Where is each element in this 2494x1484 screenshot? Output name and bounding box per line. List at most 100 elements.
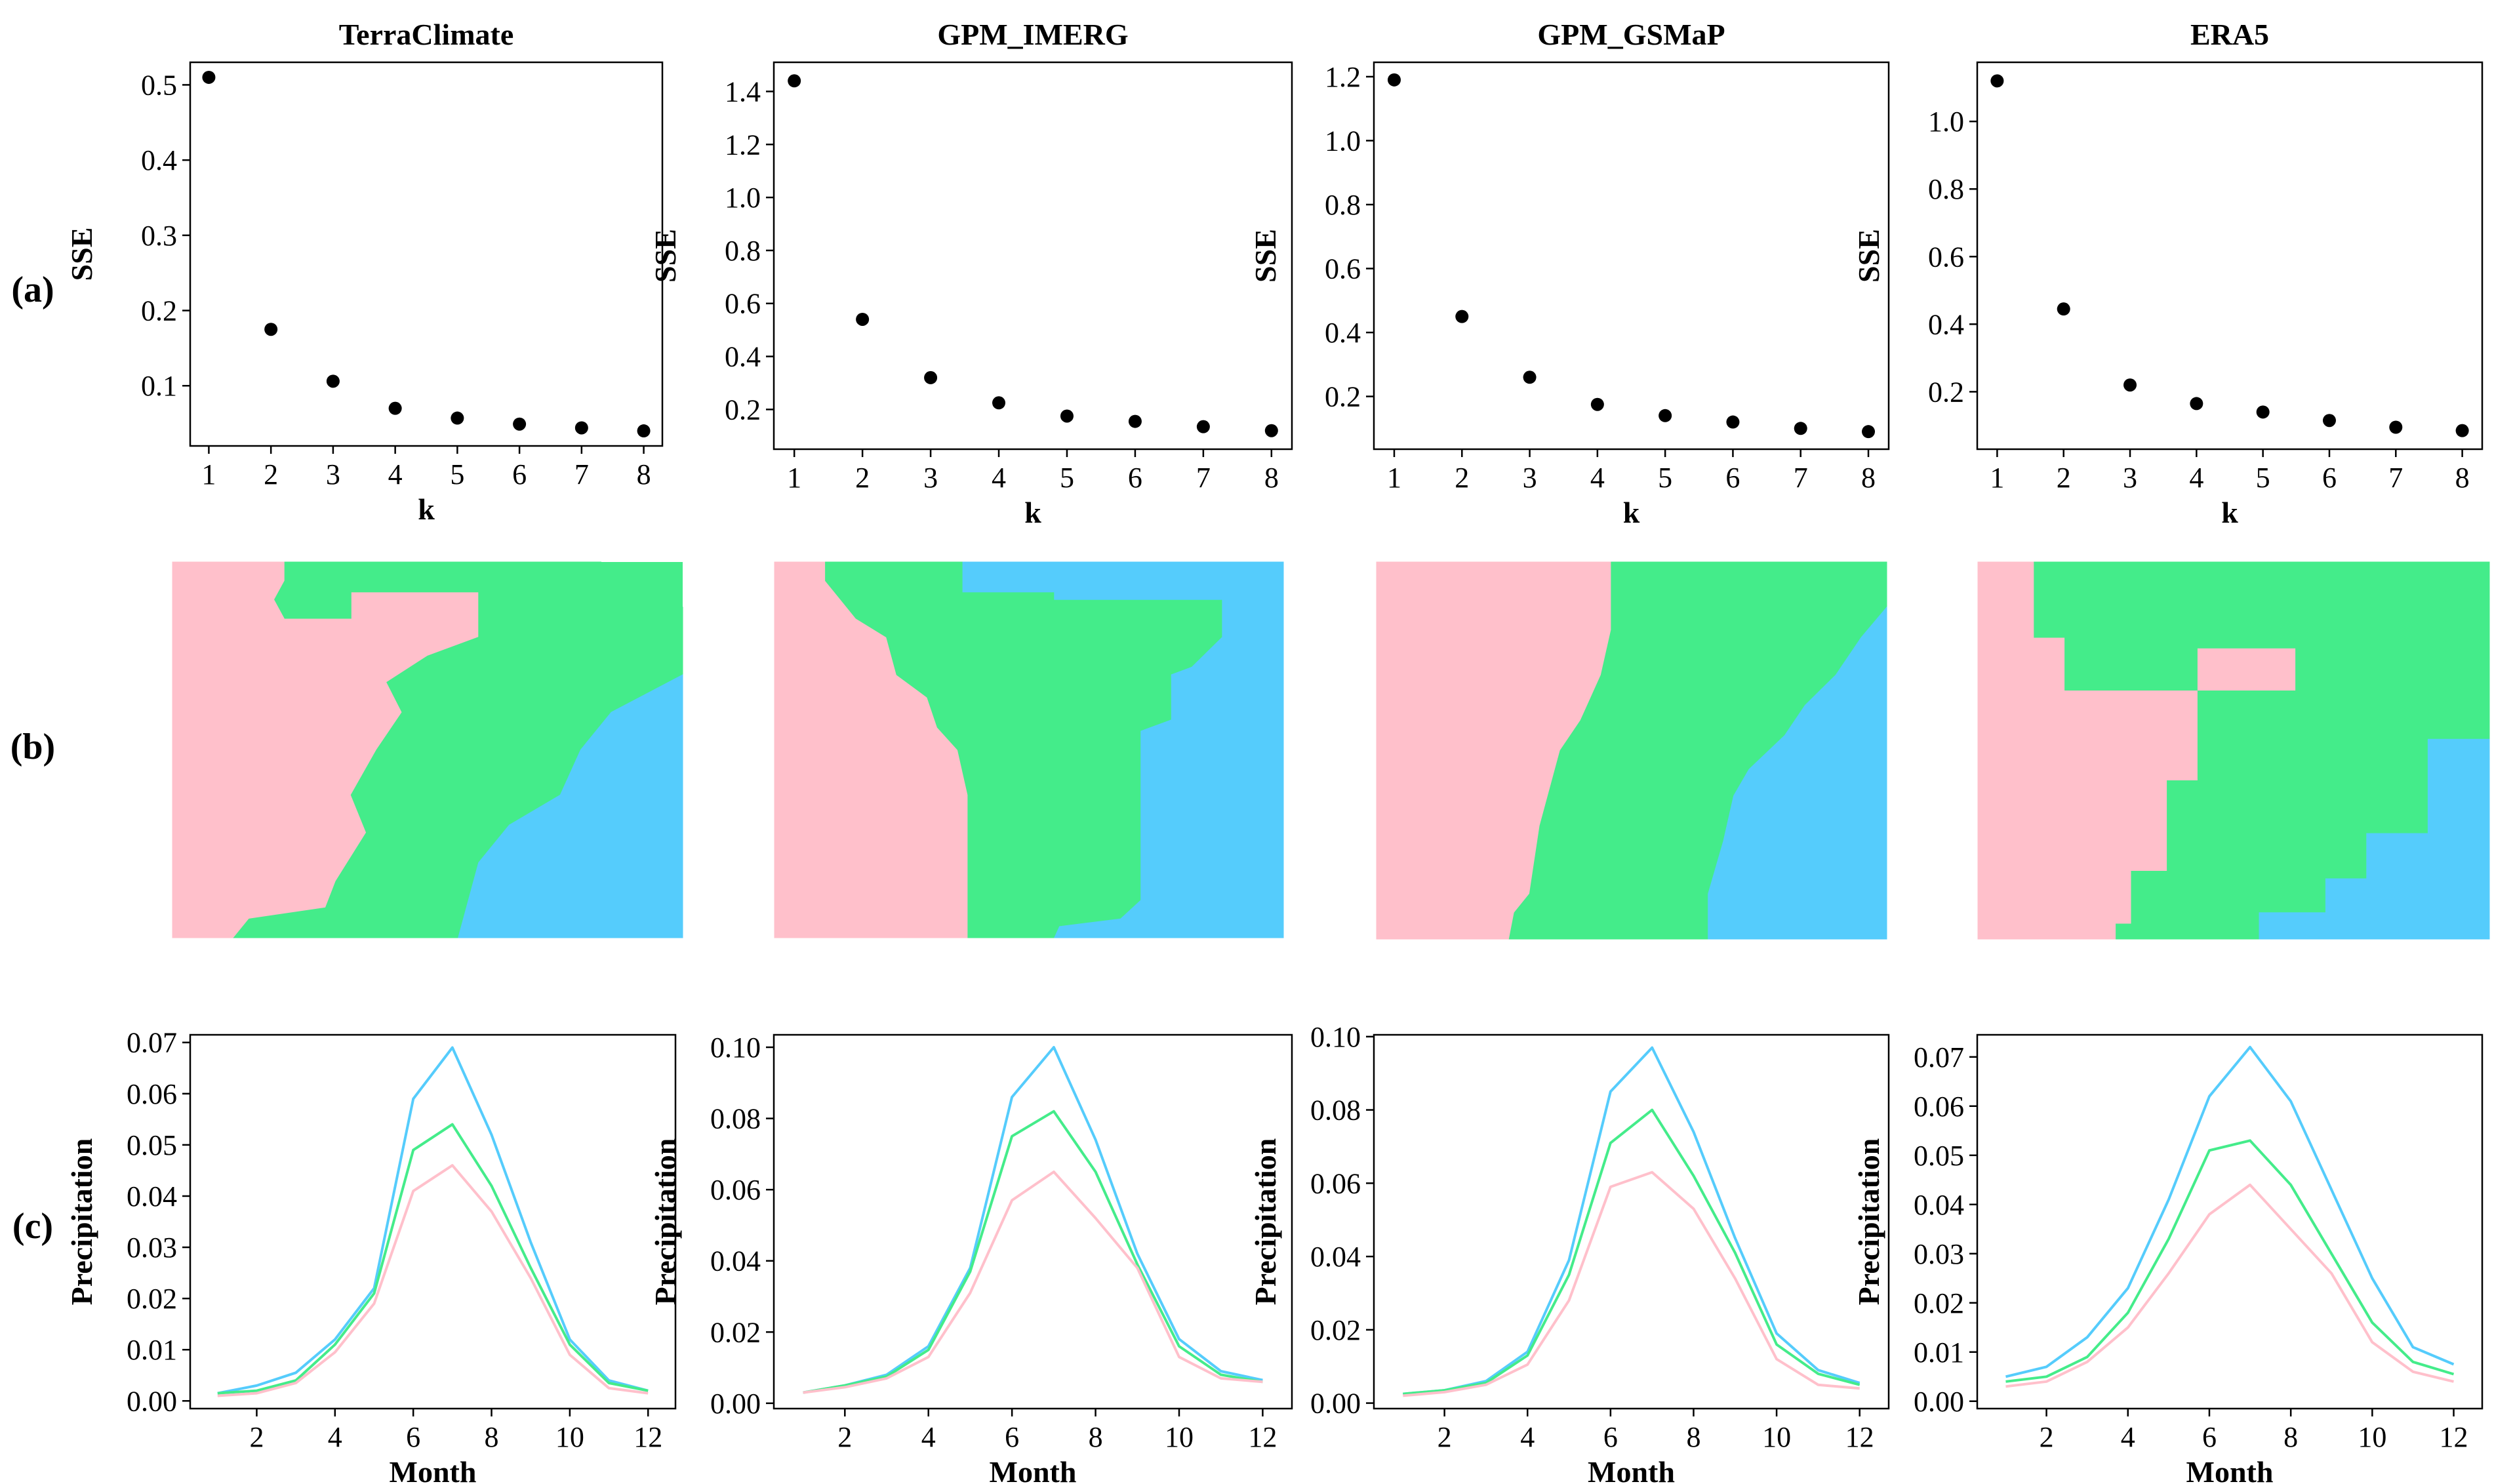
- sse-point: [924, 371, 938, 384]
- x-tick-label: 8: [637, 458, 651, 491]
- x-tick-label: 4: [2121, 1421, 2135, 1453]
- x-tick-label: 4: [992, 462, 1006, 494]
- y-tick-label: 0.07: [1914, 1041, 1964, 1073]
- y-tick-label: 0.2: [1928, 376, 1964, 408]
- y-tick-label: 0.04: [127, 1180, 177, 1213]
- panel-title: GPM_GSMaP: [1537, 18, 1725, 51]
- y-tick-label: 0.00: [1310, 1388, 1361, 1420]
- x-ticks: 2 4 6 8 10 12: [2040, 1409, 2468, 1453]
- y-tick-label: 0.10: [1310, 1021, 1361, 1053]
- x-ticks: 1 2 3 4 5 6 7 8: [1387, 449, 1876, 494]
- sse-point: [1455, 310, 1469, 323]
- x-tick-label: 6: [2322, 462, 2337, 494]
- row-label-c: (c): [12, 1206, 53, 1247]
- chart-c1: 2 4 6 8 10 12 0.00 0.01 0.02 0.03 0.04 0.05 0.06 0.07…: [65, 1027, 677, 1484]
- y-tick-label: 0.4: [141, 144, 177, 176]
- y-tick-label: 0.07: [127, 1027, 177, 1059]
- y-tick-label: 0.00: [710, 1388, 761, 1420]
- y-tick-label: 0.04: [1310, 1241, 1361, 1273]
- x-ticks: 2 4 6 8 10 12: [837, 1409, 1277, 1453]
- row-label-a: (a): [11, 270, 54, 310]
- sse-point: [513, 417, 527, 431]
- x-tick-label: 1: [1990, 462, 2004, 494]
- sse-point: [326, 374, 340, 388]
- y-ticks: 0.2 0.4 0.6 0.8 1.0 1.2: [1325, 61, 1374, 413]
- sse-point: [1990, 74, 2004, 88]
- sse-point: [264, 323, 278, 336]
- y-tick-label: 0.5: [141, 69, 177, 101]
- sse-point: [2190, 397, 2203, 411]
- x-tick-label: 4: [921, 1421, 936, 1453]
- panel-title: ERA5: [2190, 18, 2269, 51]
- chart-a4: 1 2 3 4 5 6 7 8 0.2 0.4 0.6 0.8 1.0 k SSE ERA5: [1852, 18, 2484, 529]
- y-axis-label: SSE: [649, 229, 682, 283]
- sse-point: [2322, 414, 2336, 428]
- cluster-region-blue: [458, 674, 683, 938]
- cluster-region-blue: [962, 561, 1284, 938]
- x-tick-label: 6: [1725, 462, 1740, 494]
- cluster-map-b2: [774, 561, 1284, 938]
- x-axis-label: Month: [990, 1455, 1077, 1484]
- plot-frame: [1373, 1033, 1890, 1410]
- x-tick-label: 8: [1686, 1421, 1700, 1453]
- y-tick-label: 0.6: [1325, 253, 1361, 285]
- y-tick-label: 0.05: [1914, 1140, 1964, 1172]
- x-tick-label: 12: [2440, 1421, 2468, 1453]
- x-tick-label: 6: [1128, 462, 1142, 494]
- y-axis-label: Precipitation: [1249, 1138, 1282, 1306]
- series-lines: [217, 1046, 649, 1397]
- cluster-region-blue: [1708, 606, 1887, 940]
- x-tick-label: 7: [2388, 462, 2403, 494]
- series-lines: [1403, 1046, 1860, 1397]
- x-ticks: 2 4 6 8 10 12: [1438, 1409, 1874, 1453]
- plot-frame: [189, 61, 664, 447]
- x-tick-label: 2: [1438, 1421, 1452, 1453]
- x-tick-label: 4: [1590, 462, 1605, 494]
- series-line-green: [803, 1110, 1263, 1394]
- y-tick-label: 0.3: [141, 220, 177, 252]
- y-tick-label: 0.10: [710, 1032, 761, 1064]
- y-tick-label: 0.2: [141, 295, 177, 327]
- cluster-region-blue: [2259, 738, 2490, 940]
- y-tick-label: 0.1: [141, 370, 177, 402]
- y-tick-label: 0.08: [710, 1103, 761, 1135]
- plot-frame: [189, 1033, 677, 1410]
- x-tick-label: 5: [450, 458, 464, 491]
- y-tick-label: 0.4: [725, 341, 761, 373]
- x-tick-label: 10: [1762, 1421, 1791, 1453]
- x-tick-label: 5: [1658, 462, 1672, 494]
- y-axis-label: Precipitation: [65, 1138, 98, 1306]
- x-tick-label: 8: [1089, 1421, 1103, 1453]
- x-tick-label: 1: [201, 458, 216, 491]
- sse-point: [1523, 371, 1537, 384]
- x-tick-label: 4: [2189, 462, 2203, 494]
- sse-point: [574, 421, 588, 435]
- y-ticks: 0.00 0.01 0.02 0.03 0.04 0.05 0.06 0.07: [127, 1027, 190, 1417]
- panels: 1 2 3 4 5 6 7 80.10.20.30.40.5kSSETerraClimate1…: [65, 18, 2490, 1484]
- y-tick-label: 1.4: [725, 75, 761, 108]
- cluster-map-b1: [172, 561, 683, 938]
- chart-a3: 1 2 3 4 5 6 7 8 0.2 0.4 0.6 0.8 1.0 1.2 k SSE GPM_GSMaP: [1249, 18, 1890, 529]
- y-tick-label: 0.08: [1310, 1094, 1361, 1127]
- sse-points: [1990, 74, 2469, 437]
- y-tick-label: 1.0: [725, 182, 761, 214]
- y-tick-label: 1.0: [1928, 106, 1964, 138]
- y-tick-label: 0.6: [725, 288, 761, 320]
- y-tick-label: 0.06: [1310, 1167, 1361, 1199]
- x-axis-label: k: [1623, 496, 1640, 529]
- y-tick-label: 0.2: [725, 393, 761, 426]
- cluster-region-pink: [2197, 648, 2296, 691]
- sse-point: [1264, 424, 1278, 437]
- x-tick-label: 12: [1248, 1421, 1277, 1453]
- x-tick-label: 4: [1520, 1421, 1535, 1453]
- y-tick-label: 0.04: [710, 1245, 761, 1277]
- sse-point: [2123, 378, 2137, 392]
- x-tick-label: 2: [855, 462, 870, 494]
- x-tick-label: 7: [1794, 462, 1808, 494]
- sse-point: [2057, 302, 2070, 316]
- chart-a2: 1 2 3 4 5 6 7 8 0.2 0.4 0.6 0.8 1.0 1.2 1.4 k SSE GPM_IME…: [649, 18, 1293, 529]
- row-label-b: (b): [10, 727, 55, 767]
- y-ticks: 0.1 0.2 0.3 0.4 0.5: [141, 69, 190, 402]
- y-axis-label: SSE: [65, 228, 98, 281]
